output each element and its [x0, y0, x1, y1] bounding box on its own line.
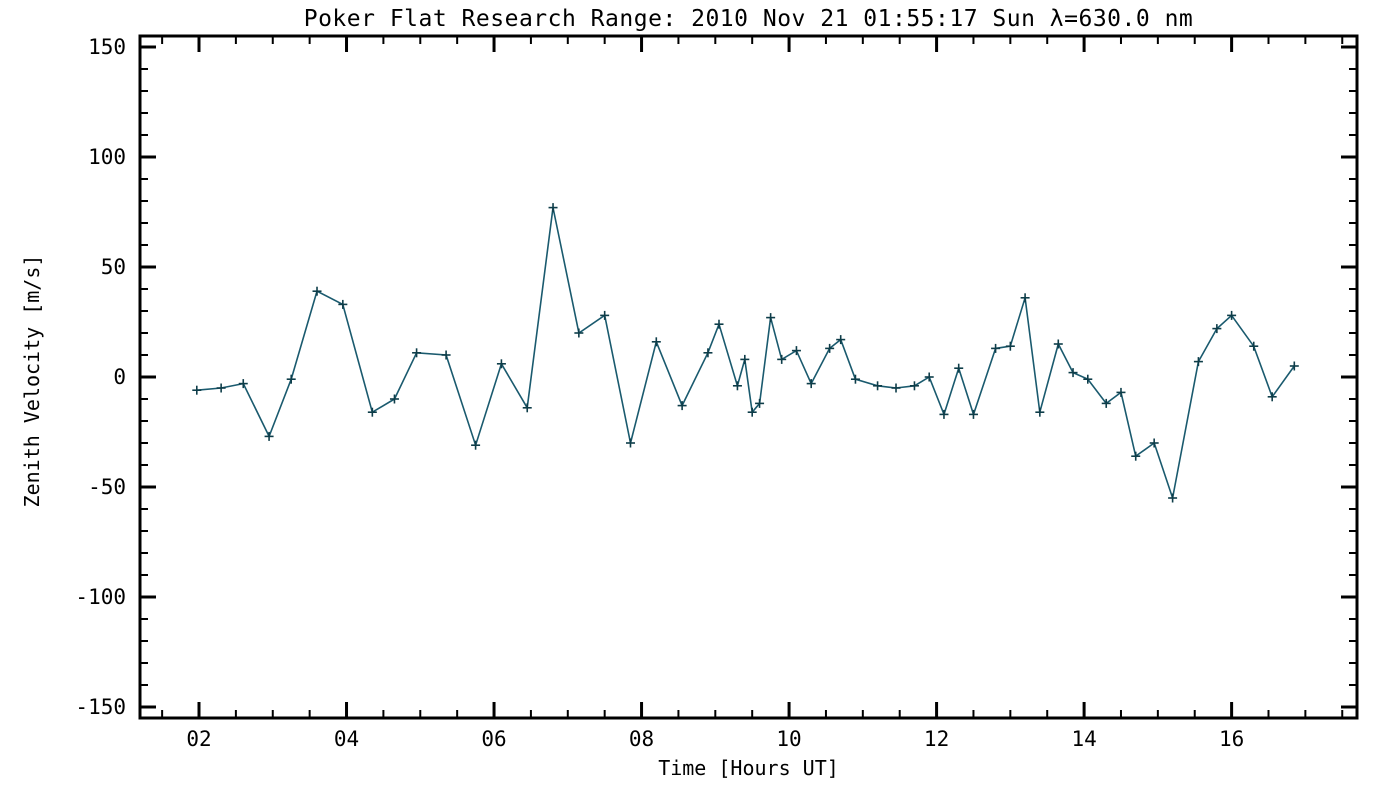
x-tick-label: 16 [1219, 727, 1244, 751]
series-line [196, 207, 1295, 502]
x-tick-label: 14 [1071, 727, 1096, 751]
y-tick-label: -100 [75, 585, 126, 609]
y-tick-label: -50 [88, 475, 126, 499]
y-tick-label: 150 [88, 35, 126, 59]
y-tick-label: 50 [101, 255, 126, 279]
y-tick-label: 0 [113, 365, 126, 389]
x-tick-label: 02 [186, 727, 211, 751]
y-axis-label: Zenith Velocity [m/s] [20, 254, 44, 508]
x-tick-label: 10 [776, 727, 801, 751]
y-tick-label: -150 [75, 695, 126, 719]
x-axis-label: Time [Hours UT] [658, 756, 839, 780]
x-tick-label: 04 [334, 727, 359, 751]
x-tick-label: 06 [481, 727, 506, 751]
x-tick-label: 12 [924, 727, 949, 751]
plot-frame [138, 34, 1359, 720]
chart-title: Poker Flat Research Range: 2010 Nov 21 0… [303, 6, 1194, 32]
y-tick-label: 100 [88, 145, 126, 169]
x-tick-label: 08 [629, 727, 654, 751]
